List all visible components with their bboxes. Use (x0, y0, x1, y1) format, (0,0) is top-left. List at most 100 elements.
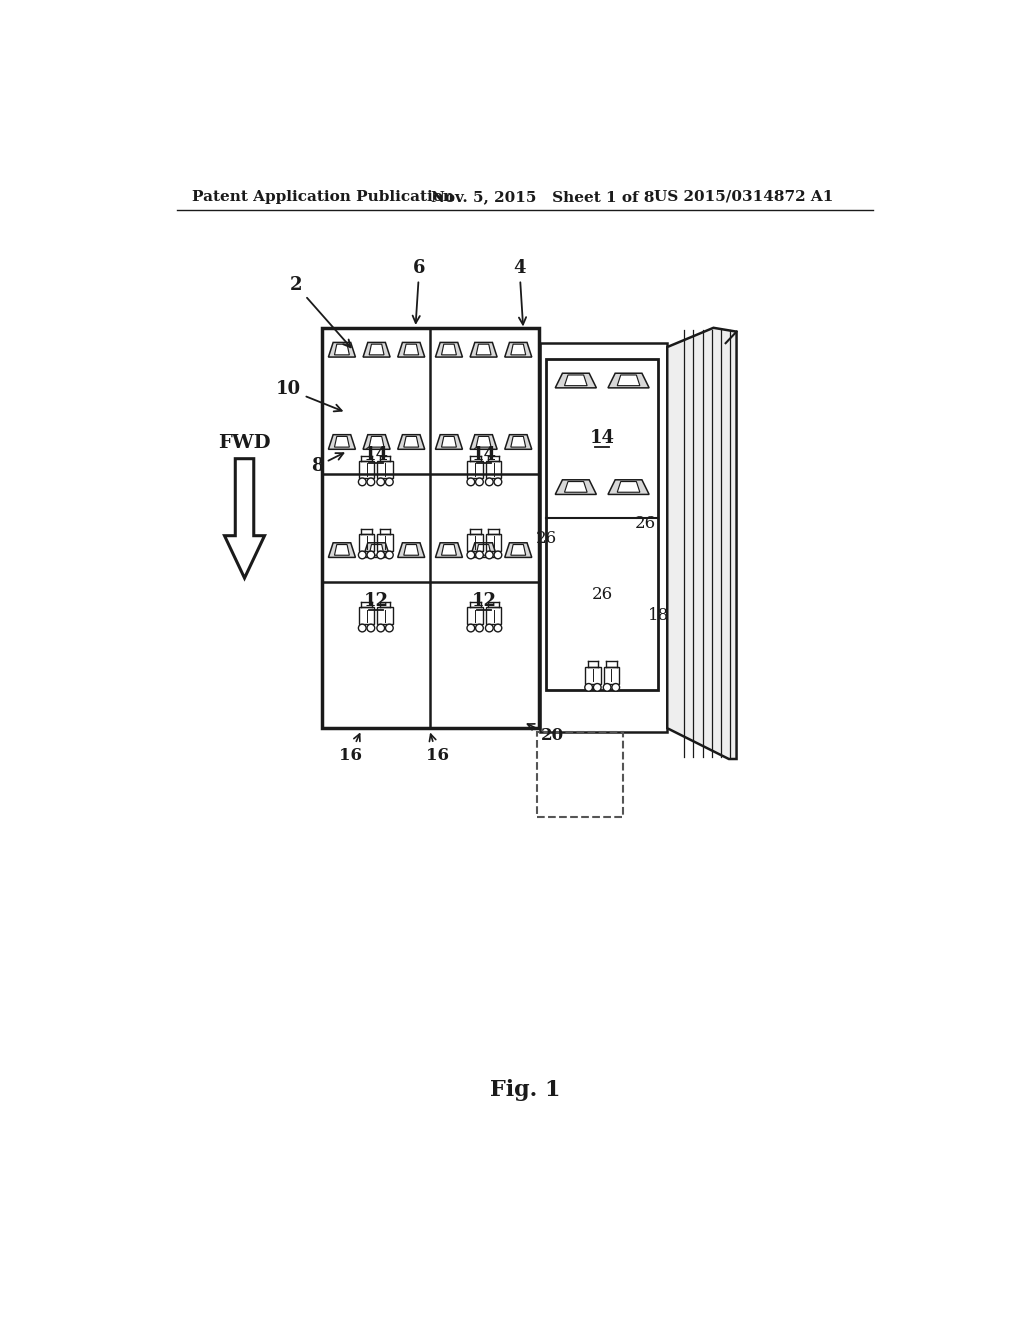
Bar (378, 607, 393, 624)
Bar (378, 535, 393, 552)
Circle shape (467, 552, 475, 558)
Bar (604, 667, 620, 684)
Polygon shape (335, 345, 349, 355)
Circle shape (475, 624, 483, 632)
Polygon shape (369, 345, 384, 355)
Circle shape (377, 624, 385, 632)
Bar (322, 327, 539, 729)
Text: 6: 6 (413, 259, 426, 323)
Text: FWD: FWD (218, 434, 270, 453)
Bar (586, 667, 601, 684)
Polygon shape (511, 545, 525, 556)
Polygon shape (668, 327, 736, 759)
Polygon shape (403, 545, 419, 556)
Text: 2: 2 (290, 276, 350, 347)
Polygon shape (441, 437, 457, 447)
Text: Patent Application Publication: Patent Application Publication (193, 190, 455, 203)
Circle shape (358, 478, 367, 486)
Polygon shape (369, 545, 384, 556)
Bar (358, 535, 374, 552)
Polygon shape (397, 543, 425, 557)
Circle shape (494, 478, 502, 486)
Polygon shape (555, 374, 596, 388)
Text: Nov. 5, 2015   Sheet 1 of 8: Nov. 5, 2015 Sheet 1 of 8 (431, 190, 654, 203)
Polygon shape (397, 342, 425, 358)
Circle shape (367, 624, 375, 632)
Bar (486, 535, 502, 552)
Circle shape (385, 552, 393, 558)
Text: 16: 16 (426, 734, 449, 764)
Polygon shape (476, 437, 492, 447)
Text: 4: 4 (513, 259, 526, 325)
Polygon shape (505, 543, 531, 557)
Bar (486, 461, 502, 478)
Polygon shape (470, 342, 497, 358)
Text: Fig. 1: Fig. 1 (489, 1080, 560, 1101)
Circle shape (593, 684, 601, 692)
Polygon shape (369, 437, 384, 447)
Polygon shape (364, 543, 390, 557)
Text: 14: 14 (472, 446, 497, 463)
Text: 26: 26 (536, 531, 557, 548)
Bar (541, 343, 668, 733)
Text: 18: 18 (648, 607, 670, 624)
Polygon shape (470, 543, 497, 557)
Circle shape (603, 684, 611, 692)
Circle shape (377, 552, 385, 558)
Circle shape (367, 478, 375, 486)
Polygon shape (470, 434, 497, 449)
Text: 14: 14 (364, 446, 388, 463)
Bar (467, 607, 483, 624)
Polygon shape (441, 345, 457, 355)
Circle shape (585, 684, 593, 692)
Text: 8: 8 (310, 453, 343, 475)
Text: 16: 16 (339, 734, 361, 764)
Polygon shape (403, 345, 419, 355)
Polygon shape (329, 543, 355, 557)
Bar (547, 359, 658, 689)
Circle shape (385, 624, 393, 632)
Bar (358, 607, 374, 624)
Polygon shape (435, 434, 463, 449)
Circle shape (358, 552, 367, 558)
Text: 26: 26 (592, 586, 612, 603)
Bar (467, 535, 483, 552)
Bar (358, 461, 374, 478)
Polygon shape (441, 545, 457, 556)
Polygon shape (364, 434, 390, 449)
Text: 20: 20 (527, 723, 564, 744)
Text: 14: 14 (590, 429, 614, 447)
Circle shape (494, 552, 502, 558)
Polygon shape (335, 545, 349, 556)
Text: US 2015/0314872 A1: US 2015/0314872 A1 (654, 190, 834, 203)
Polygon shape (505, 434, 531, 449)
Circle shape (612, 684, 620, 692)
Polygon shape (564, 375, 587, 385)
Polygon shape (329, 342, 355, 358)
Circle shape (367, 552, 375, 558)
Circle shape (358, 624, 367, 632)
Circle shape (467, 624, 475, 632)
Text: 26: 26 (635, 515, 656, 532)
Circle shape (485, 624, 494, 632)
Polygon shape (617, 375, 640, 385)
Circle shape (377, 478, 385, 486)
Polygon shape (511, 437, 525, 447)
Polygon shape (505, 342, 531, 358)
Bar (538, 733, 623, 817)
Polygon shape (435, 342, 463, 358)
Polygon shape (564, 482, 587, 492)
Polygon shape (476, 345, 492, 355)
Circle shape (485, 478, 494, 486)
Polygon shape (403, 437, 419, 447)
Polygon shape (435, 543, 463, 557)
Polygon shape (608, 374, 649, 388)
Text: 12: 12 (472, 593, 497, 610)
Bar (486, 607, 502, 624)
Polygon shape (329, 434, 355, 449)
Bar (378, 461, 393, 478)
Polygon shape (224, 459, 264, 578)
Circle shape (385, 478, 393, 486)
Polygon shape (335, 437, 349, 447)
Circle shape (475, 478, 483, 486)
